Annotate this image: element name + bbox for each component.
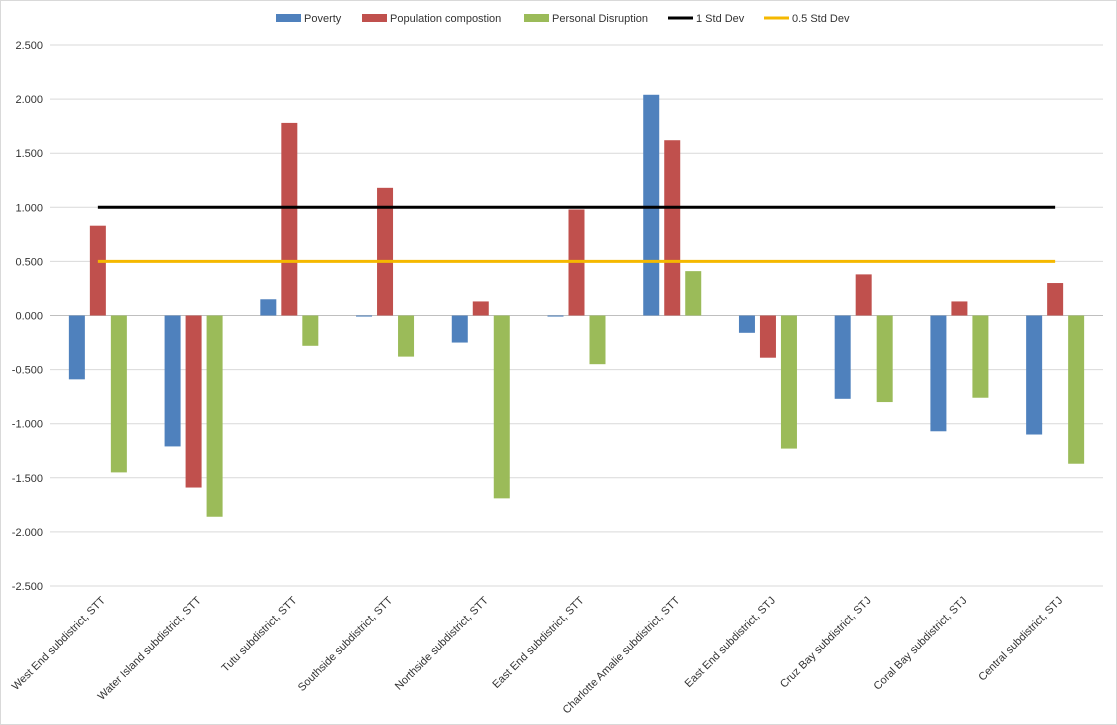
bar-poverty [738, 315, 755, 333]
bar-personal-disruption [685, 271, 702, 316]
bar-personal-disruption [302, 315, 319, 346]
y-tick-label: 2.000 [15, 94, 43, 106]
category-label: Charlotte Amalie subdistrict, STT [561, 594, 683, 716]
bar-personal-disruption [398, 315, 415, 357]
legend-label: 1 Std Dev [696, 13, 745, 25]
bar-personal-disruption [1068, 315, 1085, 464]
bar-poverty [834, 315, 851, 399]
legend-label: 0.5 Std Dev [792, 13, 850, 25]
legend-item: Population compostion [362, 13, 501, 25]
legend: Poverty Population compostion Personal Dis… [276, 13, 850, 25]
legend-item: Poverty [276, 13, 342, 25]
category-label: Tutu subdistrict, STT [219, 594, 299, 674]
bar-poverty [643, 94, 660, 316]
bar-population-compostion [1047, 283, 1064, 316]
category-label: Northside subdistrict, STT [393, 594, 491, 692]
bar-personal-disruption [493, 315, 510, 499]
bar-population-compostion [377, 187, 394, 316]
category-label: East End subdistrict, STT [490, 594, 586, 690]
legend-item: Personal Disruption [524, 13, 648, 25]
y-tick-label: -2.500 [12, 581, 43, 593]
bar-poverty [547, 315, 564, 317]
bars [68, 94, 1085, 517]
bar-poverty [164, 315, 181, 447]
y-tick-label: 1.500 [15, 148, 43, 160]
legend-swatch [362, 14, 387, 22]
bar-personal-disruption [876, 315, 893, 403]
legend-item: 0.5 Std Dev [764, 13, 850, 25]
category-label: Southside subdistrict, STT [296, 594, 395, 693]
bar-population-compostion [759, 315, 776, 358]
bar-population-compostion [472, 301, 489, 316]
bar-population-compostion [664, 140, 681, 316]
bar-poverty [451, 315, 468, 343]
bar-personal-disruption [589, 315, 606, 365]
bar-population-compostion [855, 274, 872, 316]
category-label: Coral Bay subdistrict, STJ [872, 595, 970, 693]
bar-population-compostion [185, 315, 202, 488]
bar-personal-disruption [780, 315, 797, 449]
legend-label: Population compostion [390, 13, 501, 25]
bar-poverty [1026, 315, 1043, 435]
y-tick-label: -1.500 [12, 473, 43, 485]
bar-personal-disruption [110, 315, 127, 473]
y-axis-ticks: 2.500 2.000 1.500 1.000 0.500 0.000 -0.500 -1.0… [12, 40, 43, 593]
legend-swatch [524, 14, 549, 22]
bar-personal-disruption [206, 315, 223, 517]
legend-swatch [276, 14, 301, 22]
y-tick-label: 1.000 [15, 202, 43, 214]
category-label: Cruz Bay subdistrict, STJ [778, 595, 874, 691]
bar-population-compostion [281, 122, 298, 316]
category-label: Water Island subdistrict, STT [96, 594, 204, 702]
y-tick-label: 0.500 [15, 256, 43, 268]
y-tick-label: 2.500 [15, 40, 43, 52]
y-tick-label: -2.000 [12, 527, 43, 539]
y-tick-label: -0.500 [12, 365, 43, 377]
category-label: Central subdistrict, STJ [976, 595, 1065, 684]
bar-population-compostion [89, 225, 106, 316]
category-label: East End subdistrict, STJ [683, 595, 778, 690]
bar-poverty [930, 315, 947, 432]
legend-item: 1 Std Dev [668, 13, 745, 25]
y-tick-label: 0.000 [15, 311, 43, 323]
legend-label: Poverty [304, 13, 342, 25]
bar-poverty [356, 315, 373, 317]
bar-population-compostion [951, 301, 968, 316]
reference-lines [97, 205, 1056, 263]
y-tick-label: -1.000 [12, 419, 43, 431]
legend-label: Personal Disruption [552, 13, 648, 25]
bar-poverty [68, 315, 85, 380]
bar-personal-disruption [972, 315, 989, 398]
bar-poverty [260, 299, 277, 316]
category-label: West End subdistrict, STT [10, 594, 108, 692]
